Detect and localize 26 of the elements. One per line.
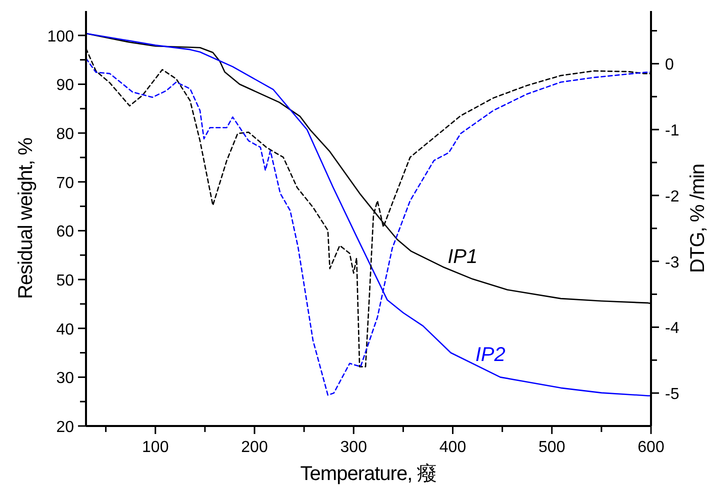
- x-axis-title: Temperature, 癈: [300, 463, 438, 485]
- y-tick-label: 40: [56, 321, 74, 338]
- y-tick-label: 20: [56, 419, 74, 436]
- x-tick-label: 100: [142, 439, 169, 456]
- series-label: IP1: [448, 246, 478, 268]
- y2-tick-label: -4: [665, 320, 680, 338]
- y2-axis-title: DTG, % /min: [687, 164, 709, 273]
- x-tick-label: 600: [638, 439, 664, 456]
- y-tick-label: 70: [56, 174, 74, 192]
- y2-tick-label: -1: [665, 122, 680, 140]
- x-tick-label: 200: [241, 439, 268, 456]
- y-tick-label: 80: [56, 126, 74, 144]
- series-label: IP2: [475, 344, 506, 366]
- x-tick-label: 400: [439, 439, 466, 456]
- y-axis-title: Residual weight, %: [15, 137, 37, 300]
- y-tick-label: 90: [56, 77, 74, 94]
- x-tick-label: 300: [340, 439, 368, 456]
- y2-tick-label: 0: [665, 56, 674, 74]
- y2-tick-label: -2: [665, 188, 680, 206]
- y-tick-label: 100: [47, 28, 74, 46]
- y2-tick-label: -5: [665, 386, 680, 404]
- x-tick-label: 500: [538, 439, 566, 456]
- y2-tick-label: -3: [665, 254, 680, 272]
- y-tick-label: 30: [56, 370, 74, 388]
- y-tick-label: 60: [56, 224, 74, 241]
- y-tick-label: 50: [56, 272, 74, 290]
